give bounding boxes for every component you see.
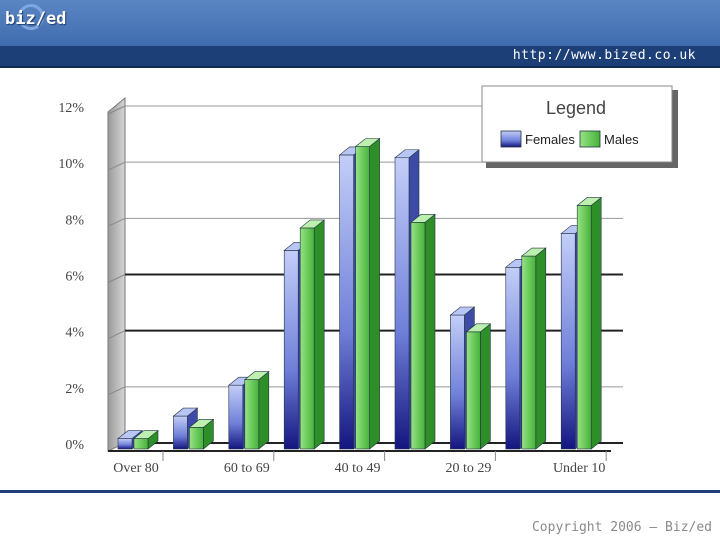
y-tick-label: 4% — [65, 326, 84, 341]
bar-top — [299, 219, 326, 229]
bar-females — [560, 233, 576, 450]
bar-males — [576, 205, 592, 450]
bar-females — [505, 266, 521, 450]
bar-side — [369, 137, 380, 450]
legend-label-males: Males — [604, 132, 639, 147]
bar-females — [173, 415, 188, 450]
bar-top — [188, 419, 215, 428]
bar-side — [258, 370, 270, 450]
bar-side — [535, 247, 547, 450]
y-tick-label: 0% — [65, 438, 84, 453]
y-tick-label: 6% — [65, 270, 84, 285]
gridline-wall — [107, 274, 126, 283]
chart-legend: Legend Females Males — [481, 85, 678, 168]
x-axis-ticks: Over 80 60 to 69 40 to 49 20 to 29 Under 10 — [113, 451, 607, 476]
bar-top — [465, 323, 492, 333]
gridline-wall — [107, 161, 126, 171]
bar-males — [133, 438, 149, 450]
bar-males — [410, 222, 426, 450]
x-tick-label: 60 to 69 — [224, 461, 270, 476]
bar-males — [299, 227, 315, 450]
bar-males — [244, 379, 260, 450]
bar-side — [313, 219, 325, 450]
bar-females — [450, 314, 465, 450]
legend-swatch-males — [579, 130, 601, 148]
bar-females — [228, 384, 244, 450]
bar-side — [590, 196, 602, 450]
site-url[interactable]: http://www.bized.co.uk — [512, 48, 696, 63]
bar-side — [424, 213, 436, 450]
x-tick-label: 40 to 49 — [335, 461, 381, 476]
bar-top — [449, 306, 476, 316]
x-tick-label: Under 10 — [553, 461, 606, 476]
bar-females — [117, 438, 133, 450]
y-tick-label: 12% — [58, 101, 84, 116]
bar-top — [410, 214, 436, 223]
bar-top — [354, 138, 381, 147]
gridline-wall — [107, 217, 126, 227]
bar-females — [283, 250, 299, 450]
legend-swatch-females — [500, 130, 522, 148]
legend-box — [481, 85, 673, 163]
bar-top — [133, 430, 159, 439]
bar-side — [480, 323, 491, 450]
y-tick-label: 10% — [58, 157, 84, 172]
legend-title: Legend — [546, 98, 606, 118]
gridline-wall — [107, 330, 126, 340]
y-tick-label: 8% — [65, 213, 84, 228]
bar-top — [576, 197, 603, 206]
bar-top — [394, 149, 420, 159]
header-bar: biz/ed — [0, 0, 720, 46]
bar-males — [189, 427, 204, 450]
chart-bars — [117, 137, 603, 450]
side-wall-shape — [107, 96, 126, 452]
y-axis-ticks: 0% 2% 4% 6% 8% 10% 12% — [58, 101, 84, 453]
url-bar: http://www.bized.co.uk — [0, 46, 720, 68]
bized-logo: biz/ed — [5, 9, 67, 29]
x-tick-label: 20 to 29 — [445, 461, 491, 476]
bar-males — [466, 331, 481, 450]
bar-top — [243, 371, 270, 380]
bar-top — [117, 430, 143, 439]
logo-ring-icon — [18, 4, 44, 30]
copyright-text: Copyright 2006 – Biz/ed — [531, 520, 712, 535]
x-tick-label: Over 80 — [113, 461, 159, 476]
bar-females — [339, 154, 354, 450]
bar-males — [521, 255, 537, 450]
gridline-wall — [107, 386, 126, 396]
legend-label-females: Females — [525, 132, 575, 147]
footer-divider — [0, 490, 720, 493]
chart-side-wall — [107, 96, 126, 452]
bar-females — [394, 157, 410, 450]
y-tick-label: 2% — [65, 382, 84, 397]
bar-top — [520, 247, 547, 257]
bar-males — [355, 146, 370, 450]
gridline-wall — [107, 105, 126, 115]
bar-top — [172, 407, 199, 417]
